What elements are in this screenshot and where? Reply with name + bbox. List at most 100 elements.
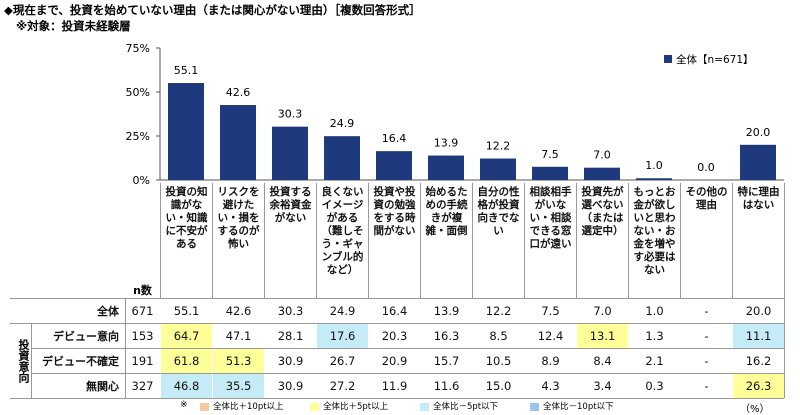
table-cell: 11.6: [433, 379, 460, 393]
table-cell: 20.0: [745, 304, 772, 318]
legend-swatch: [420, 403, 429, 411]
table-cell: 28.1: [277, 329, 304, 343]
row-line: [32, 348, 784, 349]
bar: [324, 136, 360, 180]
value-label: 42.6: [226, 86, 251, 99]
bar: [220, 105, 256, 180]
bar: [584, 167, 620, 180]
table-cell: 47.1: [225, 329, 252, 343]
table-cell: 26.7: [329, 354, 356, 368]
category-label: 相談相手がいない・相談できる窓口が遠い: [524, 183, 576, 298]
table-cell: 3.4: [593, 379, 612, 393]
table-cell: 13.1: [577, 324, 628, 348]
n-cell: 153: [131, 328, 154, 343]
table-cell: 8.9: [541, 354, 560, 368]
value-label: 24.9: [330, 117, 355, 130]
table-cell: -: [704, 354, 709, 368]
row-label: 全体: [97, 304, 119, 318]
table-cell: 20.9: [381, 354, 408, 368]
bar: [376, 151, 412, 180]
value-label: 30.3: [278, 108, 303, 121]
value-label: 0.0: [697, 161, 715, 174]
row-label: デビュー不確定: [42, 354, 119, 368]
value-label: 7.5: [541, 148, 559, 161]
row-line: [10, 323, 784, 324]
group-label: 投資意向: [10, 323, 32, 398]
chart: 0% 25% 50% 75% 55.1 42.6 30.3 24.9 16.4 13.9 12.2 7…: [126, 42, 784, 187]
category-label: 投資する余裕資金がない: [264, 183, 316, 298]
n-header: n数: [133, 284, 152, 297]
table-cell: 30.3: [277, 304, 304, 318]
subtitle: ※対象：投資未経験層: [16, 19, 131, 33]
y-tick-label: 0%: [133, 174, 150, 187]
legend-label: 全体【n=671】: [676, 53, 754, 66]
category-label: 投資の知識がない・知識に不安がある: [160, 183, 212, 298]
bar: [532, 166, 568, 180]
table-cell: 15.0: [485, 379, 512, 393]
category-label: 始めるための手続きが複雑・面倒: [420, 183, 472, 298]
table-cell: 51.3: [213, 349, 264, 373]
bar: [636, 178, 672, 180]
bar: [428, 155, 464, 180]
table-cell: 15.7: [433, 354, 460, 368]
bar: [272, 126, 308, 180]
table-cell: 55.1: [173, 304, 200, 318]
table-cell: -: [704, 379, 709, 393]
table-cell: 0.3: [645, 379, 664, 393]
table-cell: 8.4: [593, 354, 612, 368]
table-cell: 7.0: [593, 304, 612, 318]
row-line: [10, 298, 784, 299]
y-tick-label: 75%: [126, 42, 150, 55]
title: ◆現在まで、投資を始めていない理由（または関心がない理由）［複数回答形式］: [4, 3, 421, 17]
table-cell: 12.4: [537, 329, 564, 343]
category-label: リスクを避けたい・損をするのが怖い: [212, 183, 264, 298]
legend-note: ※: [180, 400, 188, 410]
table-cell: 16.3: [433, 329, 460, 343]
legend-swatch: [664, 55, 672, 63]
table-cell: 1.0: [645, 304, 664, 318]
legend-label: 全体比＋10pt以上: [213, 402, 284, 412]
legend-label: 全体比－10pt以下: [543, 402, 614, 412]
table-cell: 35.5: [213, 374, 264, 398]
category-label: 特に理由はない: [732, 183, 784, 298]
n-cell: 327: [131, 378, 154, 393]
category-label: 自分の性格が投資向きでない: [472, 183, 524, 298]
table-cell: 42.6: [225, 304, 252, 318]
legend-label: 全体比－5pt以下: [433, 402, 499, 412]
table-cell: 30.9: [277, 354, 304, 368]
category-label: 良くないイメージがある（難しそう・ギャンブル的など）: [316, 183, 368, 298]
table-cell: 11.1: [733, 324, 784, 348]
row-label: 無関心: [86, 379, 119, 393]
table-cell: 30.9: [277, 379, 304, 393]
value-label: 55.1: [174, 64, 199, 77]
table-cell: 27.2: [329, 379, 356, 393]
table-cell: 12.2: [485, 304, 512, 318]
category-label: もっとお金が欲しいと思わない・お金を増やす必要はない: [628, 183, 680, 298]
table-cell: 8.5: [489, 329, 508, 343]
y-tick-label: 25%: [126, 130, 150, 143]
value-label: 1.0: [645, 159, 663, 172]
category-label: その他の理由: [680, 183, 732, 298]
value-label: 16.4: [382, 132, 407, 145]
legend-swatch: [530, 403, 539, 411]
table-cell: 20.3: [381, 329, 408, 343]
row-line: [10, 398, 784, 399]
table-cell: 13.9: [433, 304, 460, 318]
table-cell: 26.3: [733, 374, 784, 398]
table-cell: 46.8: [161, 374, 212, 398]
table-cell: 4.3: [541, 379, 560, 393]
table-cell: 7.5: [541, 304, 560, 318]
n-cell: 191: [131, 353, 154, 368]
n-cell: 671: [131, 303, 154, 318]
row-line: [32, 373, 784, 374]
category-label: 投資や投資の勉強をする時間がない: [368, 183, 420, 298]
legend-label: 全体比＋5pt以上: [323, 402, 389, 412]
table-cell: 24.9: [329, 304, 356, 318]
table-cell: 1.3: [645, 329, 664, 343]
row-label: デビュー意向: [53, 329, 119, 343]
table-cell: 11.9: [381, 379, 408, 393]
value-label: 13.9: [434, 137, 459, 150]
table-cell: 10.5: [485, 354, 512, 368]
category-label: 投資先が選べない（または選定中）: [576, 183, 628, 298]
